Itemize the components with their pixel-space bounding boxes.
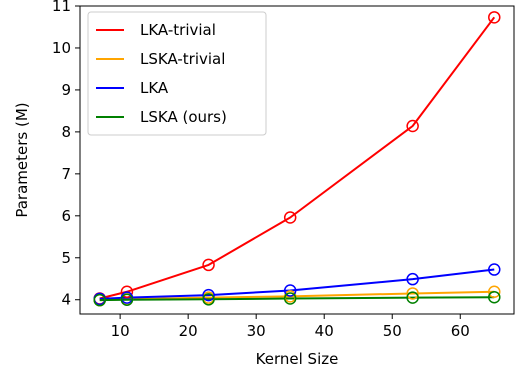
x-tick-label: 50 [383,322,402,340]
x-tick-label: 60 [451,322,470,340]
y-axis-label: Parameters (M) [13,102,31,217]
legend-label: LSKA-trivial [140,50,225,68]
series-line-lka [99,268,495,300]
y-tick-label: 7 [61,165,71,183]
x-axis: 10 20 30 40 50 60 [111,314,470,340]
plot-markers [93,11,501,307]
y-tick-label: 8 [61,123,71,141]
data-point-lska-trivial [406,287,419,300]
y-tick-label: 5 [61,249,71,267]
x-tick-label: 30 [247,322,266,340]
y-tick-label: 11 [52,0,71,15]
data-point-lka [406,272,419,286]
legend-label: LKA-trivial [140,21,216,39]
x-tick-label: 40 [315,322,334,340]
x-tick-label: 20 [179,322,198,340]
series-line-lka-trivial [99,16,496,300]
y-axis: 4 5 6 7 8 9 10 11 [52,0,80,309]
data-point-lka-trivial [120,285,134,299]
data-point-lka-trivial [488,11,501,24]
data-point-lska-ours [488,290,501,304]
data-point-lska-ours [93,293,106,307]
data-point-lka-trivial [406,119,419,133]
y-tick-label: 9 [61,81,71,99]
data-point-lska-ours [406,291,419,304]
y-tick-label: 4 [61,291,71,309]
legend-box [87,11,267,136]
x-axis-label: Kernel Size [256,350,339,368]
data-point-lska-ours [120,293,134,306]
data-point-lska-trivial [488,285,501,299]
data-point-lska-ours [283,292,297,305]
data-point-lka [202,288,215,302]
data-point-lka-trivial [202,258,215,272]
y-tick-label: 6 [61,207,71,225]
data-point-lka [283,284,297,297]
data-point-lka [488,263,501,276]
data-point-lska-ours [202,293,215,306]
legend-label: LKA [140,79,169,97]
plot-frame [79,5,515,315]
legend-label: LSKA (ours) [140,108,227,126]
x-tick-label: 10 [111,322,130,340]
data-point-lka-trivial [283,211,297,224]
y-tick-label: 10 [52,39,71,57]
legend: LKA-trivial LSKA-trivial LKA LSKA (ours) [87,11,267,136]
